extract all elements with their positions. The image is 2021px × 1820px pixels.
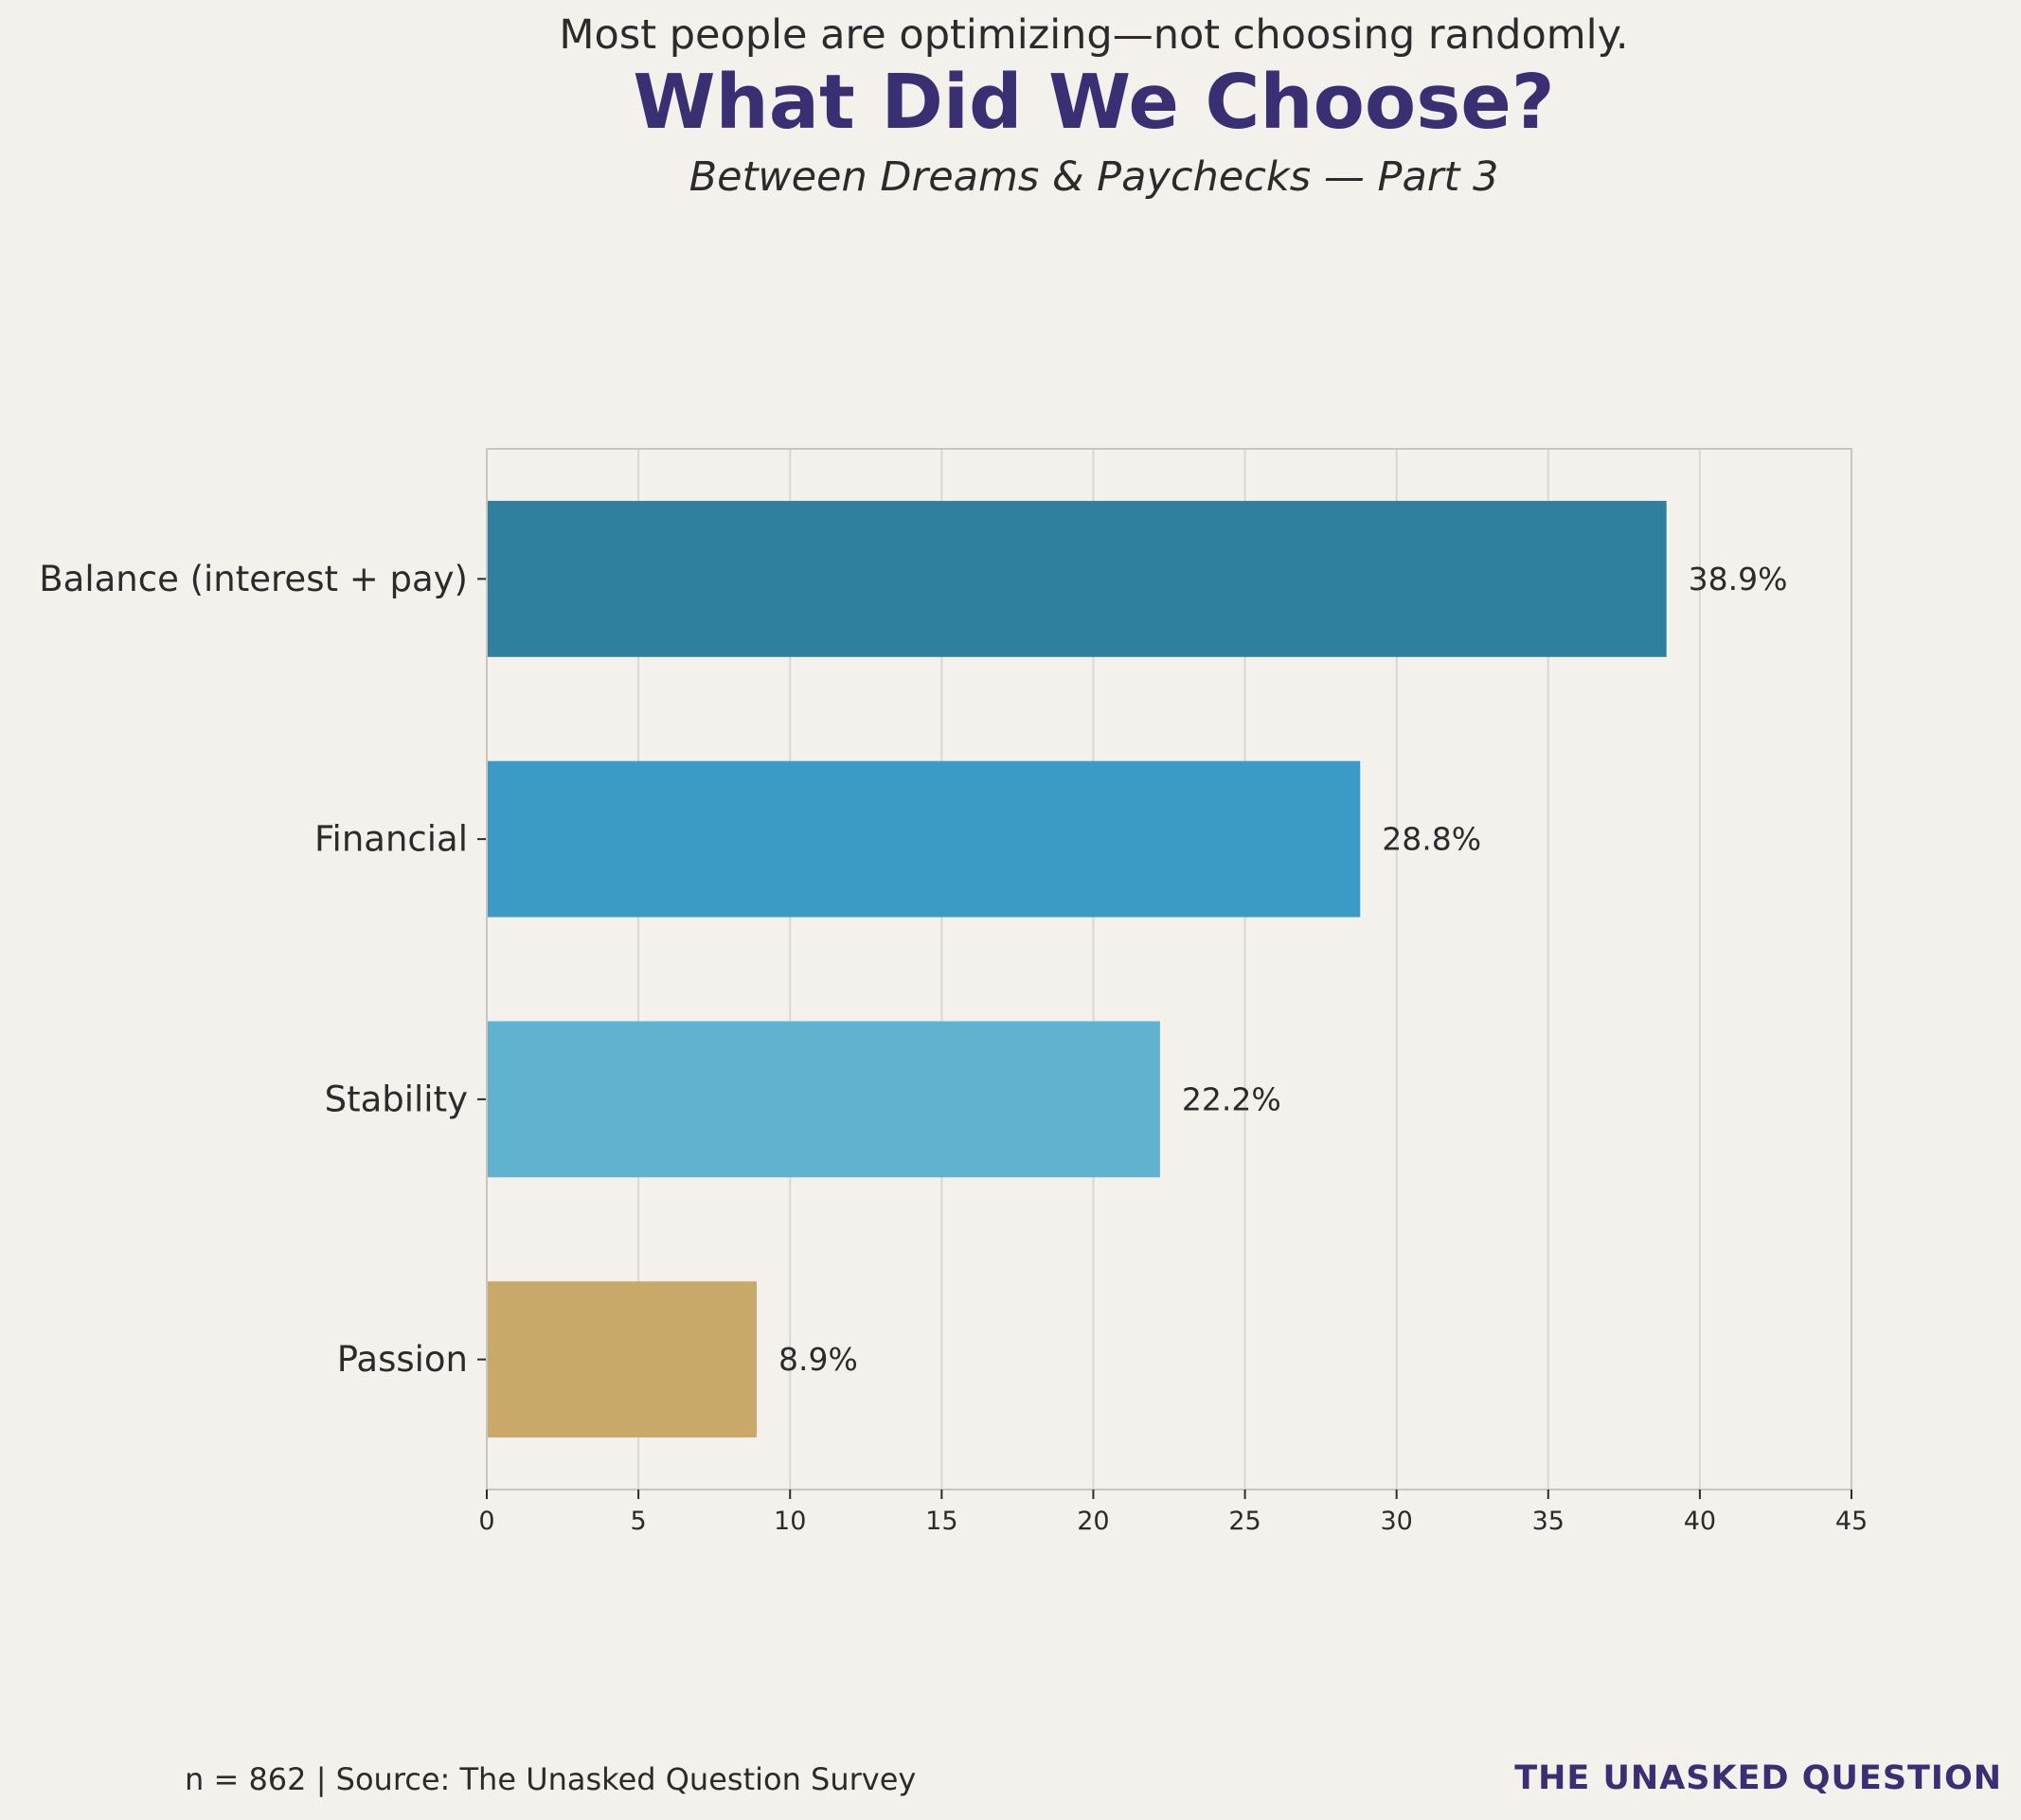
x-tick-label: 0 <box>478 1507 494 1536</box>
brand-logo: THE UNASKED QUESTION <box>1514 1759 2002 1797</box>
bar <box>487 500 1667 657</box>
x-tick-label: 45 <box>1835 1507 1868 1536</box>
x-tick-label: 30 <box>1380 1507 1412 1536</box>
x-tick-label: 35 <box>1532 1507 1565 1536</box>
chart-title: What Did We Choose? <box>633 59 1555 146</box>
plot-frame <box>486 448 1852 1490</box>
x-tick-label: 20 <box>1077 1507 1109 1536</box>
x-tick-label: 5 <box>631 1507 647 1536</box>
bar <box>487 1021 1160 1178</box>
x-tick-label: 10 <box>774 1507 806 1536</box>
category-label: Stability <box>325 1079 468 1119</box>
x-tick-label: 25 <box>1228 1507 1261 1536</box>
chart-kicker: Most people are optimizing—not choosing … <box>559 11 1629 59</box>
bar <box>487 1281 757 1438</box>
bar-value-label: 8.9% <box>778 1341 858 1378</box>
source-note: n = 862 | Source: The Unasked Question S… <box>185 1761 917 1797</box>
bar-value-label: 22.2% <box>1182 1080 1281 1117</box>
chart-subtitle: Between Dreams & Paychecks — Part 3 <box>689 153 1499 201</box>
bar-value-label: 38.9% <box>1689 561 1788 598</box>
x-tick-label: 40 <box>1684 1507 1716 1536</box>
category-label: Passion <box>337 1339 468 1380</box>
bar-value-label: 28.8% <box>1382 821 1481 858</box>
category-label: Financial <box>314 819 468 860</box>
x-tick-label: 15 <box>925 1507 957 1536</box>
bar <box>487 760 1361 918</box>
category-label: Balance (interest + pay) <box>39 559 468 599</box>
